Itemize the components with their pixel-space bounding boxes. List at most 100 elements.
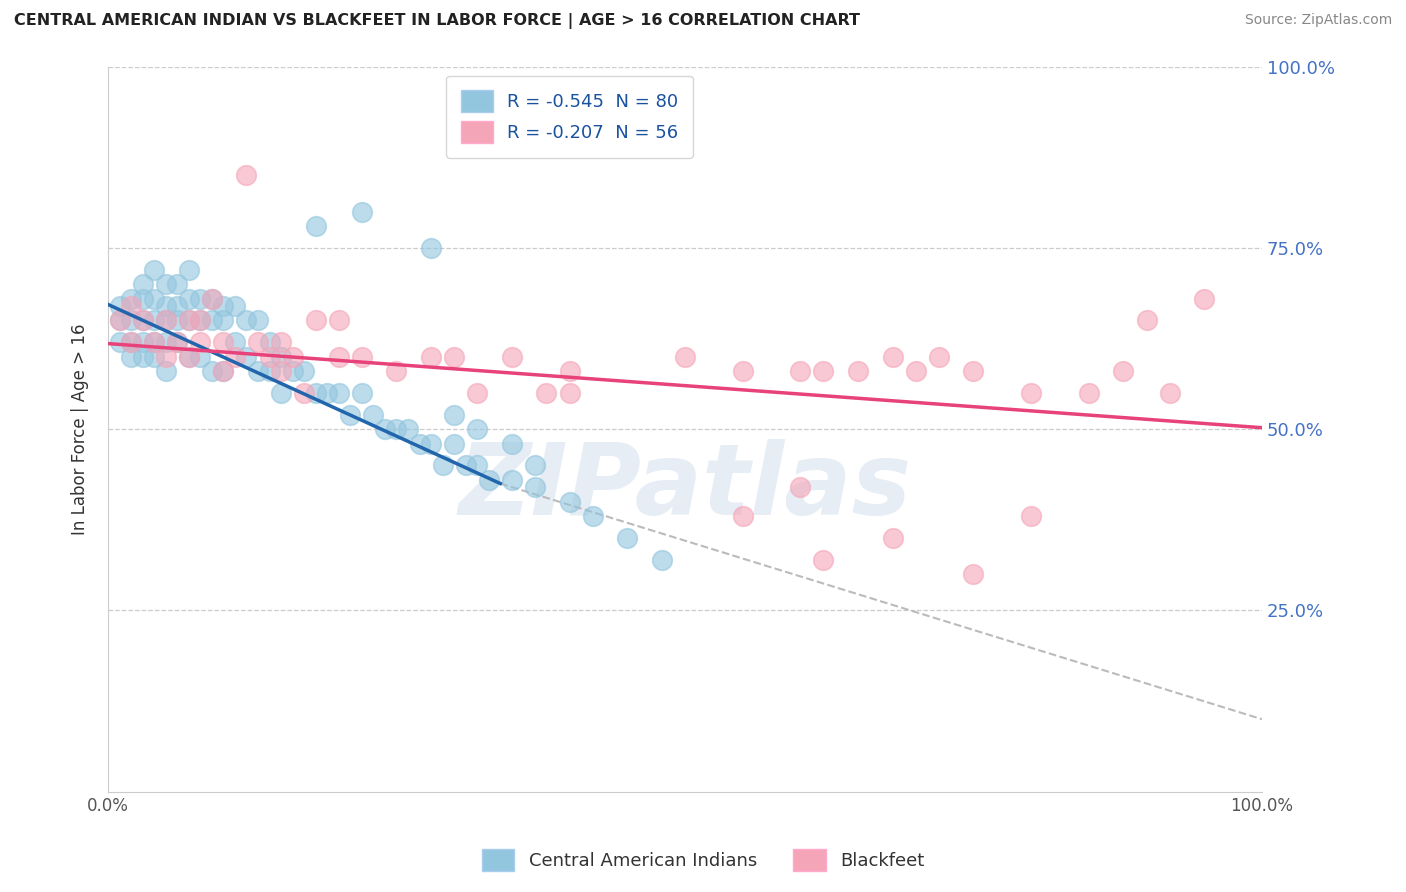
Point xyxy=(363,408,385,422)
Point xyxy=(212,313,235,327)
Point xyxy=(904,364,927,378)
Point xyxy=(143,350,166,364)
Point xyxy=(281,350,304,364)
Point xyxy=(166,335,188,350)
Point xyxy=(188,313,211,327)
Point xyxy=(246,335,269,350)
Point xyxy=(350,204,373,219)
Point xyxy=(201,292,224,306)
Point xyxy=(177,313,200,327)
Point xyxy=(212,299,235,313)
Point xyxy=(305,219,328,233)
Point xyxy=(155,335,177,350)
Point xyxy=(1192,292,1215,306)
Point xyxy=(882,531,904,545)
Point xyxy=(166,335,188,350)
Point xyxy=(131,313,153,327)
Point xyxy=(432,458,454,473)
Point xyxy=(120,335,142,350)
Point xyxy=(235,313,257,327)
Point xyxy=(155,277,177,292)
Point xyxy=(131,335,153,350)
Point xyxy=(582,509,605,524)
Point xyxy=(270,350,292,364)
Point xyxy=(281,364,304,378)
Point xyxy=(962,364,984,378)
Point xyxy=(201,364,224,378)
Point xyxy=(143,335,166,350)
Point xyxy=(420,350,443,364)
Point xyxy=(1019,509,1042,524)
Point xyxy=(108,299,131,313)
Point xyxy=(813,552,835,566)
Point xyxy=(131,292,153,306)
Text: ZIPatlas: ZIPatlas xyxy=(458,439,911,536)
Point xyxy=(328,350,350,364)
Point xyxy=(328,313,350,327)
Point xyxy=(270,335,292,350)
Point xyxy=(385,364,408,378)
Point xyxy=(1077,385,1099,400)
Point xyxy=(224,350,246,364)
Point xyxy=(523,458,546,473)
Point xyxy=(789,480,811,494)
Point xyxy=(155,313,177,327)
Point xyxy=(155,299,177,313)
Point xyxy=(201,313,224,327)
Point xyxy=(350,385,373,400)
Point xyxy=(188,350,211,364)
Point xyxy=(1135,313,1157,327)
Point xyxy=(108,335,131,350)
Point xyxy=(246,364,269,378)
Point xyxy=(177,350,200,364)
Point xyxy=(396,422,419,436)
Point xyxy=(188,335,211,350)
Point xyxy=(212,364,235,378)
Point xyxy=(1019,385,1042,400)
Point xyxy=(131,313,153,327)
Point xyxy=(155,313,177,327)
Point xyxy=(120,350,142,364)
Point xyxy=(558,385,581,400)
Point xyxy=(212,335,235,350)
Point xyxy=(443,408,465,422)
Legend: Central American Indians, Blackfeet: Central American Indians, Blackfeet xyxy=(475,842,931,879)
Text: CENTRAL AMERICAN INDIAN VS BLACKFEET IN LABOR FORCE | AGE > 16 CORRELATION CHART: CENTRAL AMERICAN INDIAN VS BLACKFEET IN … xyxy=(14,13,860,29)
Point xyxy=(188,313,211,327)
Point xyxy=(305,385,328,400)
Point xyxy=(1159,385,1181,400)
Point xyxy=(224,335,246,350)
Point xyxy=(454,458,477,473)
Point xyxy=(408,436,430,450)
Point xyxy=(270,385,292,400)
Point xyxy=(536,385,558,400)
Point xyxy=(813,364,835,378)
Point xyxy=(270,364,292,378)
Point xyxy=(846,364,869,378)
Point xyxy=(143,262,166,277)
Point xyxy=(420,241,443,255)
Point xyxy=(259,350,281,364)
Legend: R = -0.545  N = 80, R = -0.207  N = 56: R = -0.545 N = 80, R = -0.207 N = 56 xyxy=(446,76,693,158)
Point xyxy=(328,385,350,400)
Point xyxy=(316,385,339,400)
Point xyxy=(374,422,396,436)
Point xyxy=(339,408,361,422)
Point xyxy=(224,299,246,313)
Point xyxy=(259,335,281,350)
Point xyxy=(120,299,142,313)
Point xyxy=(385,422,408,436)
Point xyxy=(143,313,166,327)
Point xyxy=(616,531,638,545)
Point xyxy=(465,458,488,473)
Point xyxy=(120,313,142,327)
Point xyxy=(188,292,211,306)
Point xyxy=(465,385,488,400)
Point xyxy=(166,277,188,292)
Point xyxy=(177,262,200,277)
Point xyxy=(108,313,131,327)
Point xyxy=(478,473,501,487)
Point xyxy=(501,436,523,450)
Point xyxy=(177,350,200,364)
Point xyxy=(882,350,904,364)
